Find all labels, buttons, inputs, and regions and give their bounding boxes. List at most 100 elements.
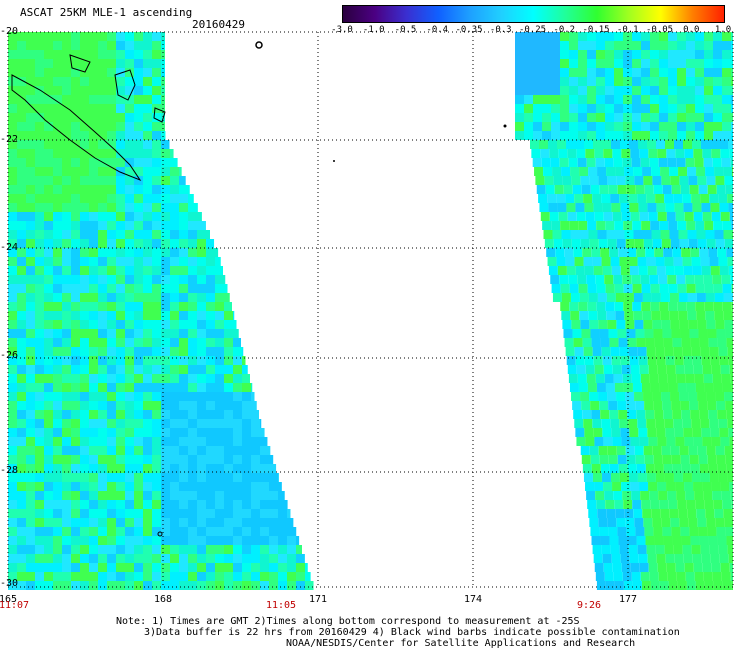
data-cell (89, 311, 98, 320)
data-cell (188, 437, 197, 446)
data-cell (89, 239, 98, 248)
data-cell (587, 86, 596, 95)
data-cell (26, 212, 35, 221)
data-cell (589, 392, 599, 401)
data-cell (26, 536, 35, 545)
data-cell (557, 140, 566, 149)
data-cell (251, 491, 260, 500)
data-cell (71, 464, 80, 473)
data-cell (143, 446, 152, 455)
data-cell (695, 95, 704, 104)
data-cell (80, 140, 89, 149)
data-cell (673, 194, 683, 203)
data-cell (542, 77, 551, 86)
data-cell (648, 563, 658, 572)
data-cell (107, 212, 116, 221)
data-cell (206, 455, 215, 464)
data-cell (598, 320, 608, 329)
data-cell (107, 302, 116, 311)
data-cell (692, 266, 702, 275)
data-cell (98, 338, 107, 347)
data-cell (653, 455, 663, 464)
data-cell (668, 581, 678, 590)
data-cell (630, 482, 640, 491)
data-cell (224, 509, 233, 518)
data-cell (71, 185, 80, 194)
data-cell (576, 365, 586, 374)
data-cell (35, 185, 44, 194)
data-cell (152, 131, 161, 140)
data-cell (125, 401, 134, 410)
data-cell (596, 500, 606, 509)
data-cell (722, 86, 731, 95)
data-cell (215, 536, 224, 545)
data-cell (179, 482, 188, 491)
data-cell (197, 509, 206, 518)
data-cell (116, 203, 125, 212)
data-cell (71, 563, 80, 572)
data-cell (260, 500, 269, 509)
data-cell (686, 284, 696, 293)
data-cell (677, 86, 686, 95)
data-cell (686, 68, 695, 77)
data-cell (584, 356, 594, 365)
data-cell (26, 257, 35, 266)
data-cell (627, 536, 637, 545)
data-cell (688, 392, 698, 401)
data-cell (17, 329, 26, 338)
data-cell (206, 329, 215, 338)
data-cell (80, 365, 89, 374)
data-cell (524, 32, 533, 41)
data-cell (134, 428, 143, 437)
data-cell (602, 203, 612, 212)
data-cell (161, 455, 170, 464)
data-cell (161, 275, 170, 284)
data-cell (53, 320, 62, 329)
data-cell (547, 194, 557, 203)
data-cell (80, 149, 89, 158)
data-cell (215, 419, 224, 428)
data-cell (170, 482, 179, 491)
data-cell (673, 257, 683, 266)
data-cell (71, 284, 80, 293)
data-cell (618, 536, 628, 545)
data-cell (633, 311, 643, 320)
data-cell (713, 131, 722, 140)
data-cell (668, 500, 678, 509)
data-cell (116, 212, 125, 221)
data-cell (696, 230, 706, 239)
data-cell (35, 95, 44, 104)
data-cell (197, 401, 206, 410)
data-cell (125, 230, 134, 239)
data-cell (605, 122, 614, 131)
data-cell (593, 266, 603, 275)
data-cell (605, 50, 614, 59)
data-cell (197, 365, 206, 374)
data-cell (632, 86, 641, 95)
data-cell (621, 365, 631, 374)
data-cell (659, 131, 668, 140)
data-cell (627, 410, 637, 419)
data-cell (706, 518, 716, 527)
data-cell (597, 230, 607, 239)
data-cell (696, 293, 706, 302)
data-cell (730, 275, 733, 284)
data-cell (675, 437, 685, 446)
data-cell (134, 554, 143, 563)
data-cell (242, 464, 251, 473)
data-cell (668, 302, 678, 311)
island-outline (69, 54, 91, 73)
data-cell (26, 248, 35, 257)
data-cell (62, 500, 71, 509)
data-cell (623, 50, 632, 59)
data-cell (152, 257, 161, 266)
data-cell (179, 167, 182, 176)
data-cell (695, 59, 704, 68)
data-cell (552, 167, 562, 176)
data-cell (107, 176, 116, 185)
data-cell (8, 491, 17, 500)
data-cell (26, 86, 35, 95)
data-cell (53, 446, 62, 455)
data-cell (26, 176, 35, 185)
